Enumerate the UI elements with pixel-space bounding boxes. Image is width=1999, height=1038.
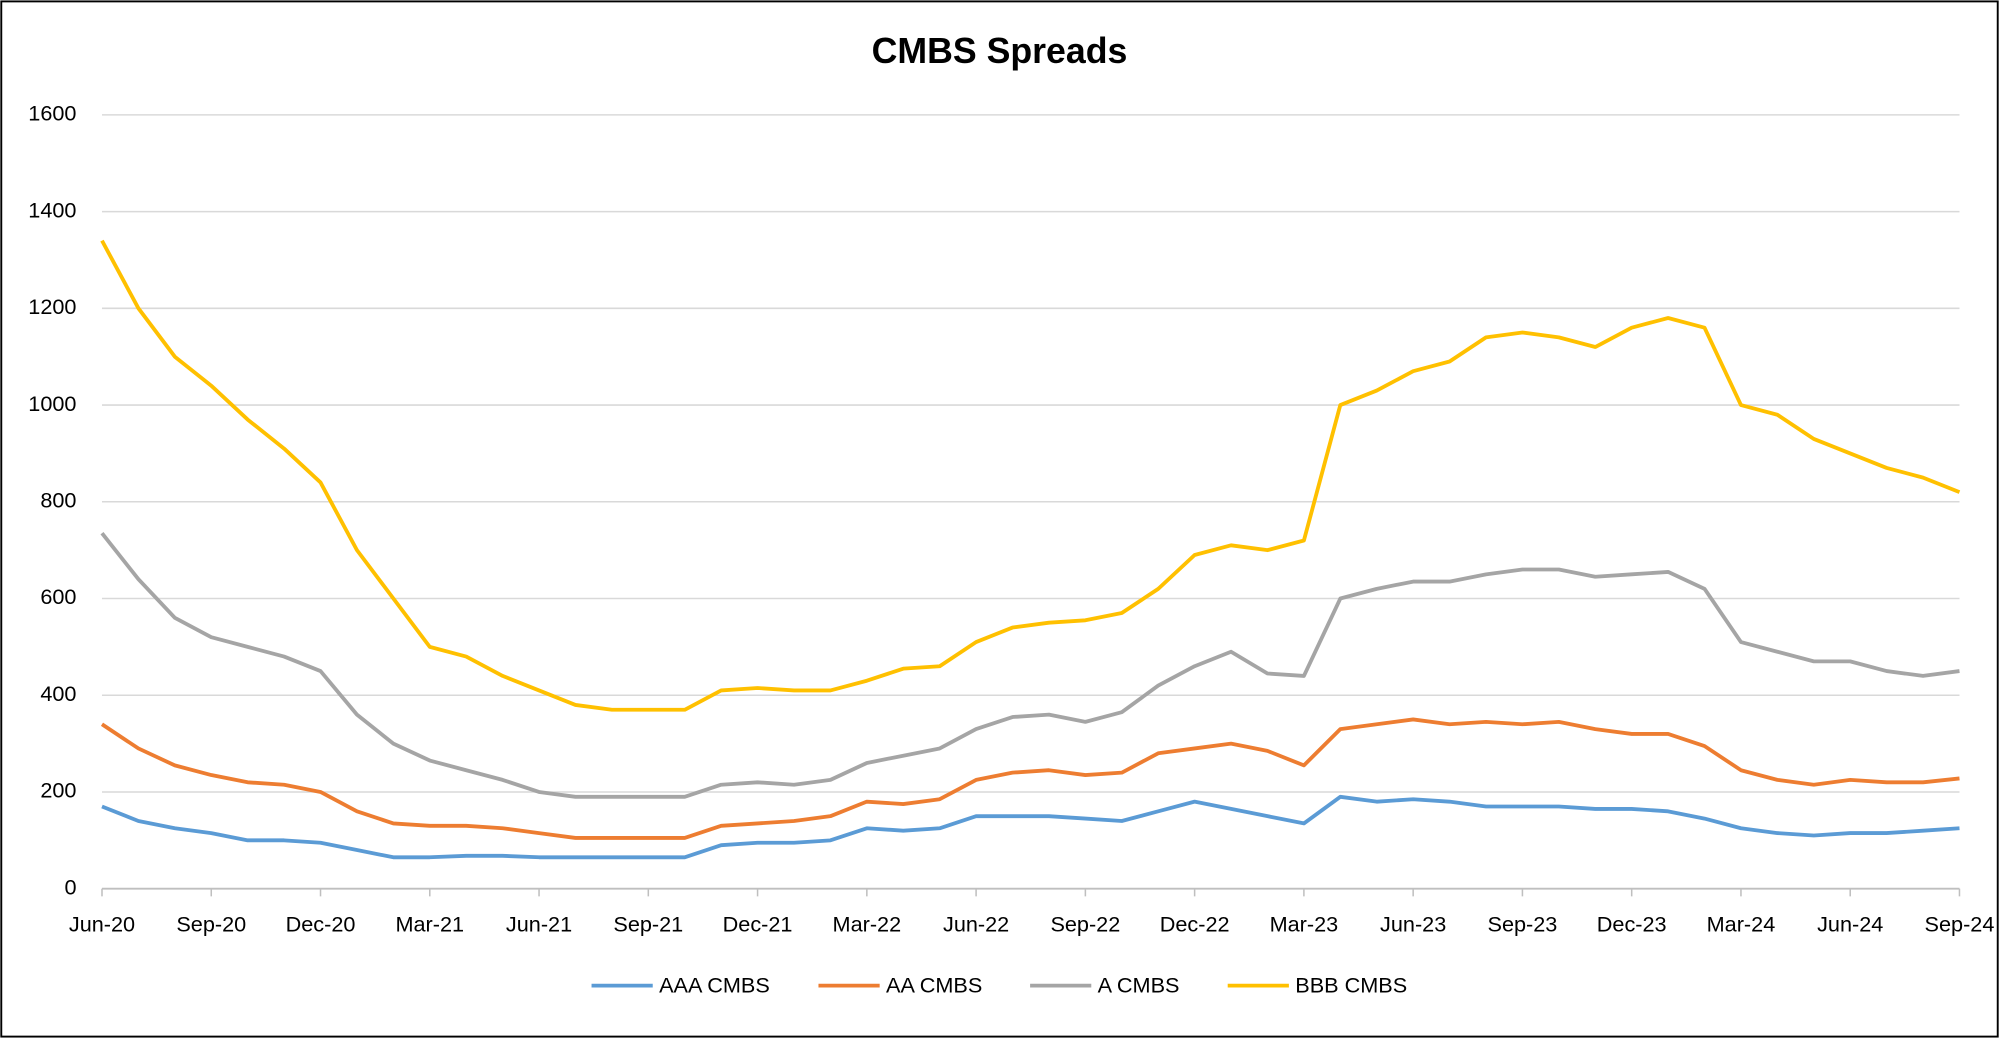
y-tick-label: 200 bbox=[40, 778, 76, 803]
x-tick-label: Mar-24 bbox=[1707, 911, 1776, 936]
x-tick-label: Dec-23 bbox=[1597, 911, 1667, 936]
x-tick-label: Jun-20 bbox=[69, 911, 135, 936]
x-tick-label: Sep-24 bbox=[1925, 911, 1995, 936]
y-tick-label: 400 bbox=[40, 681, 76, 706]
legend-label: AA CMBS bbox=[886, 973, 982, 998]
x-tick-label: Jun-22 bbox=[943, 911, 1009, 936]
series-line bbox=[100, 532, 1960, 799]
x-tick-label: Dec-20 bbox=[286, 911, 356, 936]
x-tick-label: Jun-23 bbox=[1380, 911, 1446, 936]
legend-label: BBB CMBS bbox=[1295, 973, 1407, 998]
x-tick-label: Dec-22 bbox=[1160, 911, 1230, 936]
y-tick-label: 1200 bbox=[28, 294, 76, 319]
y-tick-label: 1000 bbox=[28, 391, 76, 416]
x-tick-label: Sep-20 bbox=[176, 911, 246, 936]
chart-title: CMBS Spreads bbox=[872, 31, 1128, 71]
x-tick-label: Sep-22 bbox=[1050, 911, 1120, 936]
x-tick-label: Sep-23 bbox=[1488, 911, 1558, 936]
y-tick-label: 800 bbox=[40, 488, 76, 513]
legend-label: AAA CMBS bbox=[659, 973, 770, 998]
y-tick-label: 0 bbox=[64, 874, 76, 899]
series-line bbox=[101, 794, 1960, 860]
x-tick-label: Sep-21 bbox=[613, 911, 683, 936]
x-tick-label: Dec-21 bbox=[723, 911, 793, 936]
series-line bbox=[100, 717, 1960, 840]
y-tick-label: 1400 bbox=[28, 197, 76, 222]
x-tick-label: Mar-21 bbox=[395, 911, 464, 936]
x-tick-label: Jun-21 bbox=[506, 911, 572, 936]
legend-label: A CMBS bbox=[1098, 973, 1180, 998]
y-tick-label: 600 bbox=[40, 584, 76, 609]
x-tick-label: Jun-24 bbox=[1817, 911, 1883, 936]
x-tick-label: Mar-22 bbox=[833, 911, 902, 936]
y-tick-label: 1600 bbox=[28, 101, 76, 126]
series-line bbox=[100, 239, 1961, 712]
x-tick-label: Mar-23 bbox=[1270, 911, 1339, 936]
